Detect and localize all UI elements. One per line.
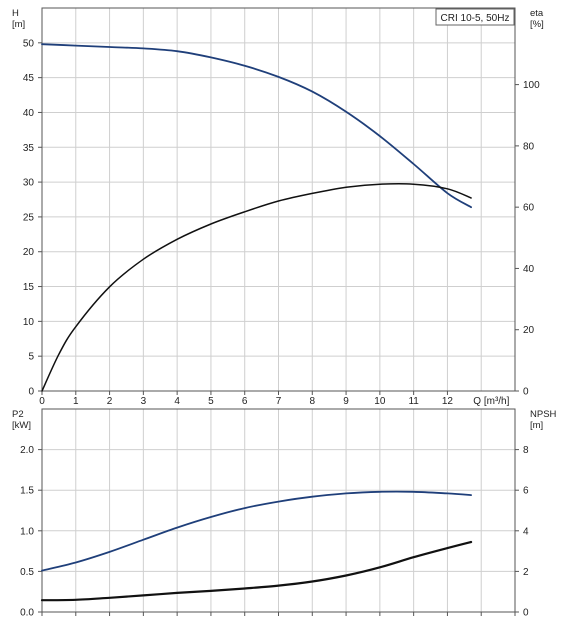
x-tick-label: 12 — [442, 396, 454, 407]
legend-box — [435, 8, 515, 26]
right-tick-label: 8 — [523, 445, 529, 456]
left-axis-unit: [kW] — [12, 420, 31, 431]
left-axis-label: P2 — [12, 409, 24, 420]
series-line-right-1 — [41, 182, 472, 392]
left-tick-label: 20 — [23, 247, 35, 258]
series-line-left-0 — [41, 43, 472, 209]
right-tick-label: 80 — [523, 141, 535, 152]
left-tick-label: 35 — [23, 143, 35, 154]
x-tick-label: 7 — [276, 396, 282, 407]
left-tick-label: 25 — [23, 212, 35, 223]
bottom-panel: 0.0 0.5 1.0 1.5 2.0 0 2 4 6 8 P2[kW] NPSH[m] — [12, 408, 557, 619]
top-panel: 05101520253035404550020406080100H[m]eta[… — [12, 7, 544, 407]
x-tick-label: 10 — [374, 396, 386, 407]
left-tick-label: 10 — [23, 317, 35, 328]
x-tick-label: 3 — [141, 396, 147, 407]
legend-label: CRI 10-5, 50Hz — [441, 13, 510, 24]
left-tick-label: 0 — [28, 387, 34, 398]
x-tick-label: 2 — [107, 396, 113, 407]
left-tick-label: 45 — [23, 73, 35, 84]
right-axis-label: NPSH — [530, 409, 557, 420]
left-tick-label: 40 — [23, 108, 35, 119]
right-axis-unit: [%] — [530, 19, 544, 30]
x-tick-label: 9 — [343, 396, 349, 407]
series-line-left-0 — [41, 490, 472, 572]
left-tick-label: 1.0 — [20, 526, 34, 537]
right-tick-label: 2 — [523, 567, 529, 578]
left-tick-label: 0.5 — [20, 567, 34, 578]
x-tick-label: 1 — [73, 396, 79, 407]
left-tick-label: 2.0 — [20, 445, 34, 456]
right-tick-label: 100 — [523, 80, 540, 91]
x-tick-label: 11 — [408, 396, 419, 407]
left-tick-label: 5 — [28, 352, 34, 363]
x-tick-label: 5 — [208, 396, 214, 407]
x-axis-label: Q [m³/h] — [473, 396, 509, 407]
x-tick-label: 8 — [310, 396, 316, 407]
right-tick-label: 40 — [523, 264, 535, 275]
right-axis-label: eta — [530, 8, 544, 19]
right-tick-label: 4 — [523, 526, 529, 537]
right-tick-label: 6 — [523, 486, 529, 497]
left-axis-label: H — [12, 8, 19, 19]
left-tick-label: 0.0 — [20, 608, 34, 619]
x-tick-label: 4 — [174, 396, 180, 407]
left-tick-label: 30 — [23, 178, 35, 189]
right-tick-label: 0 — [523, 387, 529, 398]
x-tick-label: 0 — [39, 396, 45, 407]
left-axis-unit: [m] — [12, 19, 25, 30]
right-axis-unit: [m] — [530, 420, 543, 431]
left-tick-label: 15 — [23, 282, 35, 293]
right-tick-label: 0 — [523, 608, 529, 619]
left-tick-label: 1.5 — [20, 486, 34, 497]
right-tick-label: 60 — [523, 203, 535, 214]
left-tick-label: 50 — [23, 38, 35, 49]
x-tick-label: 6 — [242, 396, 248, 407]
right-tick-label: 20 — [523, 325, 535, 336]
series-line-right-1 — [40, 540, 473, 602]
